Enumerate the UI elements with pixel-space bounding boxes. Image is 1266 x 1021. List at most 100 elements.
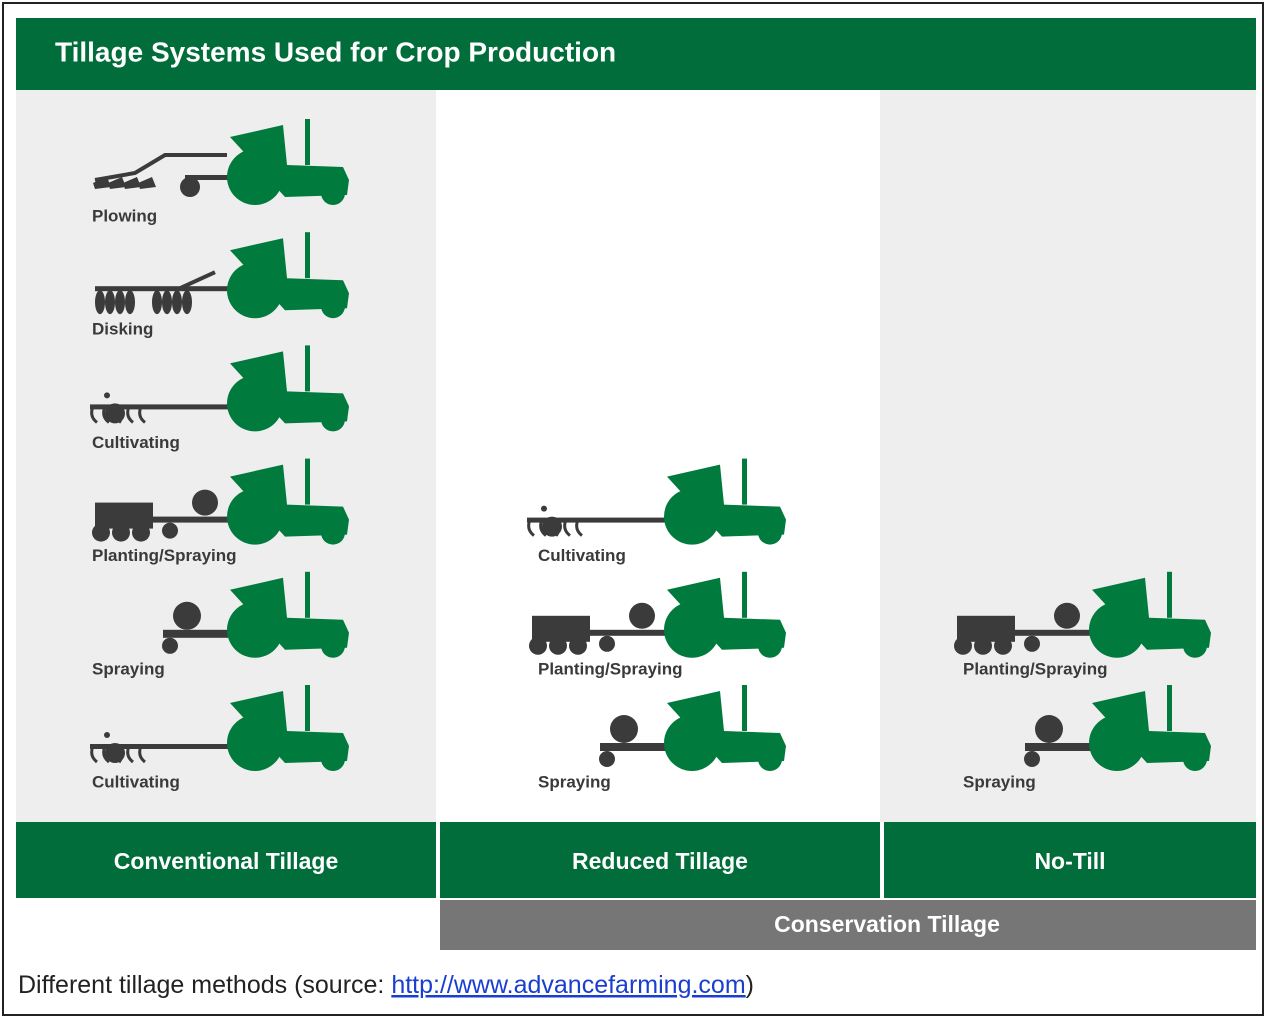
cultivator-tine (126, 405, 134, 424)
planter-wheel (599, 635, 615, 652)
operation-label: Spraying (963, 772, 1036, 791)
operation-label: Cultivating (92, 433, 180, 452)
tractor-wheel (664, 488, 720, 545)
tractor-body (230, 238, 349, 311)
group-bar (440, 900, 1256, 950)
column-footer (16, 822, 436, 898)
column-bg (16, 90, 436, 822)
operation-label: Spraying (92, 659, 165, 678)
tractor-exhaust (305, 232, 310, 279)
implement-icon (93, 119, 349, 205)
caption-link[interactable]: http://www.advancefarming.com (391, 971, 745, 999)
tractor-wheel (664, 601, 720, 658)
operation-label: Planting/Spraying (92, 546, 237, 565)
operation-label: Disking (92, 320, 153, 339)
planter-wheel (132, 523, 150, 542)
planter-wheel (112, 523, 130, 542)
cultivator-wheel (542, 516, 562, 537)
disk-blade (105, 290, 115, 315)
column-label: Conventional Tillage (114, 848, 339, 874)
tractor-wheel (321, 520, 345, 545)
tractor-exhaust (305, 685, 310, 731)
caption-text: ) (746, 971, 754, 999)
tractor-wheel (758, 633, 782, 658)
tractor-body (667, 691, 786, 763)
implement-icon (954, 571, 1211, 658)
cultivator-tine (539, 519, 547, 537)
tractor-wheel (1089, 715, 1145, 771)
tractor-exhaust (742, 458, 747, 505)
tractor-wheel (227, 488, 283, 545)
implement-icon (90, 345, 349, 432)
tractor-exhaust (305, 458, 310, 505)
hitch (185, 175, 230, 180)
planter-wheel (549, 636, 567, 655)
tractor-wheel (664, 715, 720, 771)
tractor-body (230, 351, 349, 424)
disk-frame (95, 286, 230, 292)
tractor-exhaust (305, 345, 310, 392)
planter-wheel (92, 523, 110, 542)
implement-icon (90, 685, 349, 771)
marker (104, 392, 110, 399)
sprayer-frame (600, 743, 668, 751)
marker (541, 505, 547, 512)
tractor-body (230, 577, 349, 650)
planter-wheel (1024, 635, 1040, 652)
tractor-exhaust (305, 119, 310, 165)
implement-icon (95, 232, 349, 319)
plow-share (108, 177, 126, 189)
tractor-wheel (321, 633, 345, 658)
tractor-wheel (321, 294, 345, 319)
planter-wheel (569, 636, 587, 655)
tractor-wheel (1183, 633, 1207, 658)
caption-text: Different tillage methods (source: (18, 971, 391, 999)
operation-label: Planting/Spraying (963, 659, 1108, 678)
operation-label: Spraying (538, 772, 611, 791)
tractor-exhaust (1167, 571, 1172, 618)
plow-wheel (180, 177, 200, 197)
tractor-body (1092, 691, 1211, 763)
hitch (590, 629, 668, 636)
tractor-body (230, 464, 349, 537)
planter-wheel (529, 636, 547, 655)
disk-blade (182, 290, 192, 315)
tractor-body (1092, 577, 1211, 650)
operation-label: Cultivating (538, 546, 626, 565)
cultivator-tine (90, 405, 98, 424)
operation-label: Cultivating (92, 772, 180, 791)
tractor-wheel (321, 181, 345, 205)
tractor-wheel (227, 149, 283, 205)
operation-label: Plowing (92, 206, 157, 225)
column-footer (440, 822, 880, 898)
disk-frame (179, 270, 216, 291)
tractor-wheel (758, 520, 782, 545)
plow-share (123, 177, 141, 189)
cultivator-tine (138, 745, 146, 764)
operation-label: Planting/Spraying (538, 659, 683, 678)
tractor-wheel (321, 747, 345, 771)
column-label: No-Till (1034, 848, 1105, 874)
spray-tank (629, 602, 655, 629)
planter-wheel (954, 636, 972, 655)
tractor-wheel (227, 601, 283, 658)
tractor-exhaust (742, 571, 747, 618)
planter-wheel (162, 522, 178, 539)
tractor-exhaust (1167, 685, 1172, 731)
marker (104, 732, 110, 738)
cultivator-tine (527, 519, 535, 537)
sprayer-frame (1025, 743, 1093, 751)
implement-icon (529, 571, 786, 658)
cultivator-tine (138, 405, 146, 424)
plow-share (93, 177, 111, 189)
header (16, 18, 1256, 90)
implement-icon (527, 458, 786, 545)
cultivator-bar (90, 744, 230, 749)
cultivator-tine (575, 519, 583, 537)
implement-icon (599, 685, 786, 771)
cultivator-bar (527, 517, 667, 523)
group-label: Conservation Tillage (774, 911, 1000, 937)
disk-blade (115, 290, 125, 315)
tractor-body (230, 691, 349, 763)
cultivator-tine (126, 745, 134, 764)
